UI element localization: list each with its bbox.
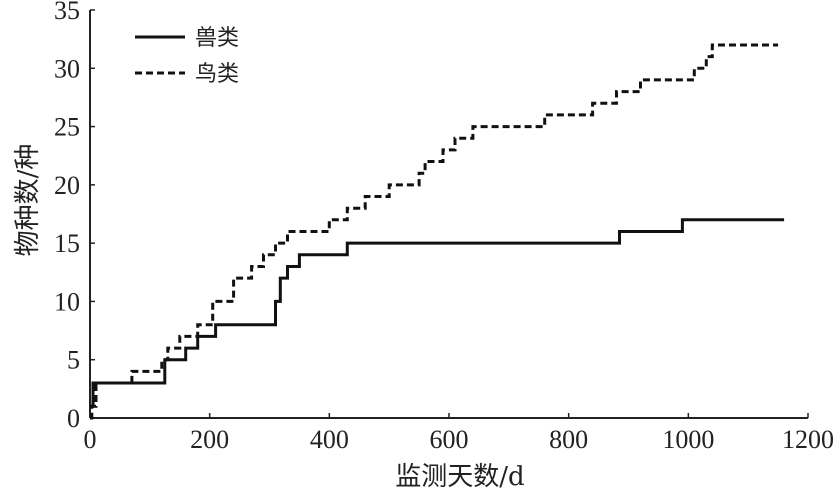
legend: 兽类 鸟类 <box>135 26 239 87</box>
x-tick-label: 800 <box>549 425 588 454</box>
x-tick-label: 600 <box>430 425 469 454</box>
y-tick-label: 10 <box>54 287 80 316</box>
y-tick-label: 5 <box>67 346 80 375</box>
x-ticks: 0 200 400 600 800 1000 1200 <box>84 413 834 454</box>
y-tick-label: 0 <box>67 404 80 433</box>
y-tick-label: 15 <box>54 229 80 258</box>
series-layer <box>90 43 785 420</box>
x-tick-label: 1200 <box>782 425 834 454</box>
legend-label-birds: 鸟类 <box>195 62 239 87</box>
y-tick-label: 30 <box>54 54 80 83</box>
y-axis-title: 物种数/种 <box>13 144 43 257</box>
x-tick-label: 200 <box>190 425 229 454</box>
x-axis-title: 监测天数/d <box>395 462 524 492</box>
x-tick-label: 0 <box>84 425 97 454</box>
y-tick-label: 35 <box>54 0 80 25</box>
y-tick-label: 25 <box>54 113 80 142</box>
x-tick-label: 1000 <box>662 425 714 454</box>
series-line-beasts <box>90 218 785 408</box>
y-ticks: 0 5 10 15 20 25 30 35 <box>54 0 95 433</box>
x-tick-label: 400 <box>310 425 349 454</box>
y-tick-label: 20 <box>54 171 80 200</box>
legend-label-beasts: 兽类 <box>195 26 239 51</box>
series-line-birds <box>90 43 779 420</box>
